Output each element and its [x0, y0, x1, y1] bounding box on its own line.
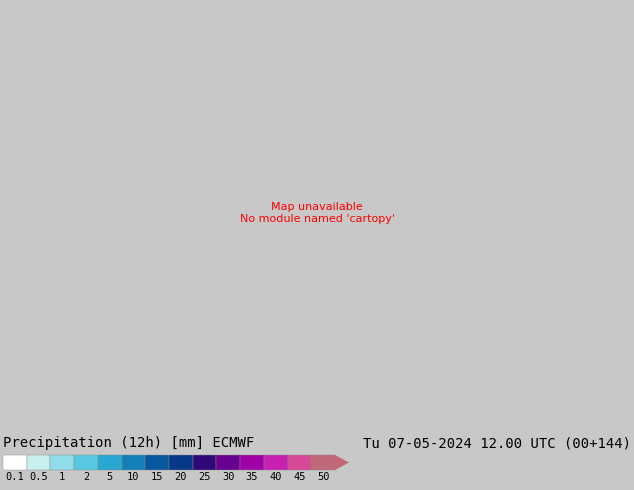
Bar [193, 455, 216, 470]
Bar [3, 455, 27, 470]
Text: 35: 35 [246, 472, 258, 482]
Text: 45: 45 [293, 472, 306, 482]
Bar [122, 455, 145, 470]
Bar [264, 455, 288, 470]
Text: 10: 10 [127, 472, 139, 482]
Text: 20: 20 [174, 472, 187, 482]
Text: 5: 5 [107, 472, 113, 482]
Bar [169, 455, 193, 470]
Text: 30: 30 [222, 472, 235, 482]
Bar [311, 455, 335, 470]
Text: 0.1: 0.1 [6, 472, 24, 482]
Text: 40: 40 [269, 472, 282, 482]
Text: 15: 15 [151, 472, 164, 482]
Text: Precipitation (12h) [mm] ECMWF: Precipitation (12h) [mm] ECMWF [3, 436, 254, 450]
Text: 2: 2 [83, 472, 89, 482]
Bar [27, 455, 51, 470]
Text: Map unavailable
No module named 'cartopy': Map unavailable No module named 'cartopy… [240, 202, 394, 224]
Bar [74, 455, 98, 470]
Text: Tu 07-05-2024 12.00 UTC (00+144): Tu 07-05-2024 12.00 UTC (00+144) [363, 436, 631, 450]
Bar [288, 455, 311, 470]
Bar [145, 455, 169, 470]
Bar [51, 455, 74, 470]
Bar [98, 455, 122, 470]
Text: 25: 25 [198, 472, 211, 482]
Text: 1: 1 [59, 472, 65, 482]
Bar [240, 455, 264, 470]
Bar [216, 455, 240, 470]
Text: 50: 50 [317, 472, 330, 482]
Polygon shape [335, 455, 349, 470]
Text: 0.5: 0.5 [29, 472, 48, 482]
